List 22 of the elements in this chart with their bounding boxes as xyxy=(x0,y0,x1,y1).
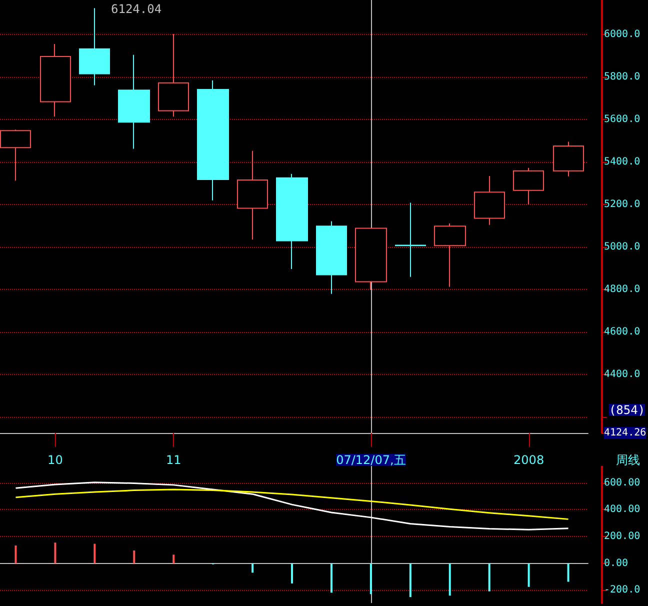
x-tick-label: 2008 xyxy=(514,453,544,467)
y-tick-label: 4600.0 xyxy=(604,326,640,338)
y-tick-label: 6000.0 xyxy=(604,28,640,40)
y-tick-label: 200.00 xyxy=(604,531,640,542)
y-tick-label: 5000.0 xyxy=(604,241,640,252)
y-tick-label: 5200.0 xyxy=(604,198,640,210)
y-tick-label: 4800.0 xyxy=(604,284,640,295)
x-tick-label: 07/12/07,五 xyxy=(336,453,406,467)
y-tick-label: 5800.0 xyxy=(604,71,640,82)
x-tick-label: 10 xyxy=(48,453,63,467)
y-tick-label: 400.00 xyxy=(604,504,640,516)
x-tick-label: 11 xyxy=(166,453,182,467)
y-tick-label: 4400.0 xyxy=(604,368,640,380)
text: 周线 xyxy=(616,453,640,467)
text: (854) xyxy=(608,403,646,417)
y-tick-label: 5600.0 xyxy=(604,114,640,125)
y-tick-label: 4124.26 xyxy=(604,428,646,438)
y-tick-label: -200.0 xyxy=(604,584,640,596)
y-tick-label: 600.00 xyxy=(604,477,640,488)
annotation: 6124.04 xyxy=(111,2,162,16)
y-tick-label: 5400.0 xyxy=(604,156,640,168)
y-tick-label: 0.00 xyxy=(604,558,628,569)
